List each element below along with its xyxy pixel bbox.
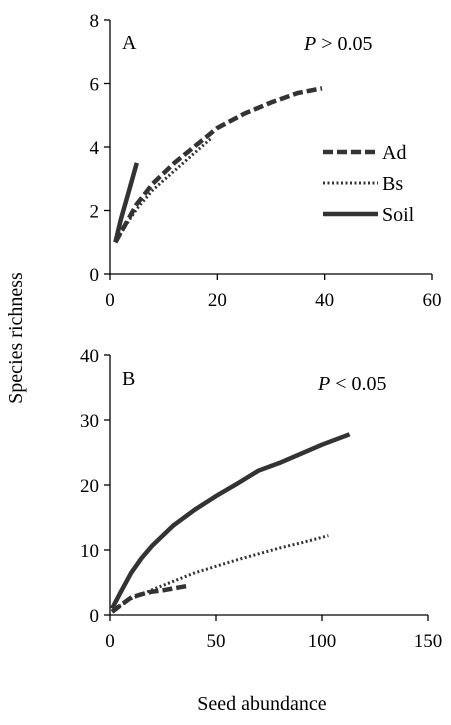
legend-label-bs: Bs <box>382 173 403 195</box>
panel-b-y-tick-label: 30 <box>80 411 99 432</box>
panel-b-x-tick-label: 0 <box>105 631 115 652</box>
panel-b-axes: 0 10 20 30 40 0 50 100 150 <box>80 346 442 652</box>
panel-a-chart: 0 2 4 6 8 0 20 40 60 A P > 0.05 <box>90 11 442 311</box>
panel-a-series-bs-line <box>114 136 213 244</box>
panel-a-x-tick-label: 60 <box>423 290 442 311</box>
legend-label-ad: Ad <box>382 142 406 164</box>
panel-b-x-tick-label: 100 <box>308 631 337 652</box>
panel-a-y-tick-label: 6 <box>90 75 100 96</box>
panel-a-p-value: P > 0.05 <box>303 33 373 55</box>
panel-a-series-ad-line <box>113 86 323 244</box>
panel-b-y-tick-label: 20 <box>80 476 99 497</box>
panel-a-x-tick-label: 20 <box>208 290 227 311</box>
panel-a-label: A <box>122 32 137 54</box>
legend-label-soil: Soil <box>382 204 415 226</box>
panel-a-y-tick-label: 2 <box>90 202 100 223</box>
panel-a-series <box>113 86 323 244</box>
panel-b-y-tick-label: 0 <box>90 606 100 627</box>
panel-b-series-bs-line <box>111 534 329 613</box>
panel-b-series-soil-line <box>110 432 351 610</box>
panel-b-series <box>110 432 351 614</box>
panel-a-axes: 0 2 4 6 8 0 20 40 60 <box>90 11 442 311</box>
panel-b-series-ad-line <box>110 583 189 614</box>
y-axis-title: Species richness <box>5 272 27 404</box>
panel-a-p-symbol: P <box>303 33 316 55</box>
panel-b-label: B <box>122 368 135 390</box>
panel-b-x-tick-label: 150 <box>414 631 443 652</box>
panel-a-series-soil-line <box>113 162 139 243</box>
x-axis-title: Seed abundance <box>197 693 327 715</box>
panel-a-y-tick-label: 0 <box>90 265 100 286</box>
panel-b-chart: 0 10 20 30 40 0 50 100 150 B P < 0.05 <box>80 346 442 652</box>
panel-a-p-comparison: > 0.05 <box>316 33 372 55</box>
legend: Ad Bs Soil <box>323 142 415 226</box>
panel-a-x-tick-label: 40 <box>315 290 334 311</box>
panel-a-y-tick-label: 4 <box>90 138 100 159</box>
panel-a-y-tick-label: 8 <box>90 11 100 32</box>
panel-a-x-tick-label: 0 <box>105 290 115 311</box>
panel-b-y-tick-label: 40 <box>80 346 99 367</box>
panel-b-x-tick-label: 50 <box>207 631 226 652</box>
panel-b-p-value: P < 0.05 <box>317 373 387 395</box>
panel-b-p-symbol: P <box>317 373 330 395</box>
panel-b-p-comparison: < 0.05 <box>330 373 386 395</box>
panel-b-y-tick-label: 10 <box>80 541 99 562</box>
